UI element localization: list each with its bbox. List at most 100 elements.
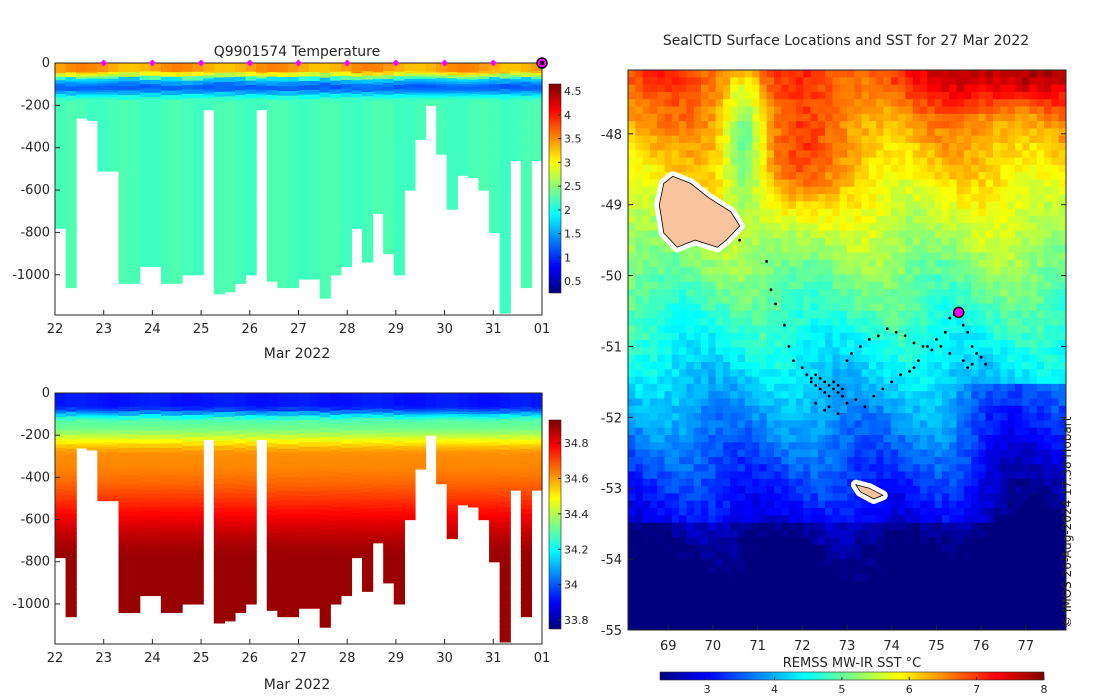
section-cell [520,203,533,209]
section-cell [224,421,236,427]
section-cell [256,67,268,70]
section-cell [531,69,543,72]
section-cell [107,101,120,105]
section-cell [489,151,501,156]
section-cell [160,516,173,522]
section-cell [266,515,278,521]
section-cell [245,529,257,535]
sst-cell [708,113,717,122]
section-cell [256,416,268,418]
section-cell [520,231,533,237]
section-cell [277,593,289,599]
section-cell [425,422,437,425]
section-cell [203,407,215,410]
section-cell [182,432,194,438]
section-cell [298,81,310,87]
section-cell [118,443,130,449]
section-cell [372,433,384,438]
section-cell [531,447,543,451]
section-cell [277,500,289,506]
section-cell [118,177,130,183]
section-cell [76,99,88,102]
section-cell [319,407,331,414]
section-cell [298,487,310,493]
section-cell [224,492,236,499]
section-cell [287,86,300,92]
section-cell [55,114,67,119]
section-cell [129,511,141,517]
sst-cell [920,106,928,115]
section-cell [436,66,448,70]
section-cell [129,241,141,248]
section-cell [298,63,310,69]
section-cell [55,152,67,157]
section-cell [531,485,543,489]
sst-cell [868,99,877,107]
sst-cell [825,113,833,122]
section-cell [139,198,151,204]
section-cell [55,440,67,446]
section-cell [319,229,331,235]
sst-cell [839,99,848,107]
section-cell [404,147,416,151]
section-cell [414,416,427,419]
section-cell [499,68,511,75]
sst-cell [803,113,811,122]
section-cell [393,168,405,174]
section-cell [55,509,67,514]
section-cell [446,517,458,521]
section-cell [319,111,331,118]
section-cell [76,412,88,415]
section-cell [467,82,480,86]
section-cell [277,119,289,125]
section-cell [234,525,247,531]
section-cell [330,489,342,495]
section-cell [277,481,289,487]
section-cell [171,260,183,266]
section-cell [65,514,77,520]
section-cell [150,452,162,457]
section-cell [340,113,353,119]
section-cell [457,72,469,76]
section-cell [86,92,98,95]
section-cell [192,463,204,469]
section-cell [182,195,194,201]
section-cell [234,95,247,101]
section-cell [182,168,194,174]
section-cell [213,541,225,547]
section-cell [351,471,363,476]
section-cell [182,124,194,130]
section-cell [171,575,183,581]
section-cell [520,528,533,534]
section-cell [362,454,374,460]
section-cell [86,66,98,69]
section-cell [436,436,448,439]
section-cell [65,406,77,413]
sst-cell [752,106,760,115]
section-cell [245,168,257,174]
section-cell [319,190,331,196]
sst-cell [788,70,797,78]
section-cell [457,488,469,492]
section-cell [446,423,458,427]
section-cell [414,129,427,132]
section-cell [139,245,151,250]
section-cell [393,533,405,539]
section-cell [351,416,363,422]
section-cell [203,405,215,408]
section-cell [182,555,194,561]
section-cell [107,487,120,490]
section-cell [224,511,236,517]
colorbar-tick-label: 34.4 [564,508,589,521]
section-cell [340,409,353,415]
section-cell [97,159,109,163]
section-cell [372,502,384,506]
section-cell [457,126,469,130]
section-cell [362,212,374,218]
section-cell [234,81,247,87]
section-cell [203,63,215,65]
section-cell [234,150,247,156]
section-cell [76,419,88,422]
section-cell [65,156,77,162]
section-cell [86,70,98,72]
